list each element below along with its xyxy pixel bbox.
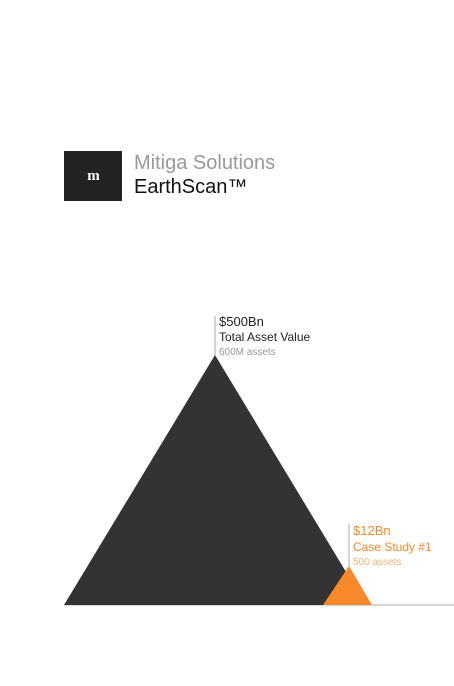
brand-product-name: EarthScan™ [134, 176, 248, 198]
case-study-triangle [323, 566, 372, 605]
total-name-label: Total Asset Value [219, 330, 311, 344]
total-count-label: 600M assets [219, 347, 276, 358]
case-count-label: 500 assets [353, 557, 402, 568]
brand-company-name: Mitiga Solutions [134, 152, 276, 174]
total-value-label: $500Bn [219, 314, 264, 329]
case-name-label: Case Study #1 [353, 540, 432, 554]
brand-logo: m [64, 151, 122, 201]
total-asset-triangle [64, 355, 366, 605]
case-value-label: $12Bn [353, 523, 391, 538]
logo-mark-icon: m [87, 167, 99, 184]
